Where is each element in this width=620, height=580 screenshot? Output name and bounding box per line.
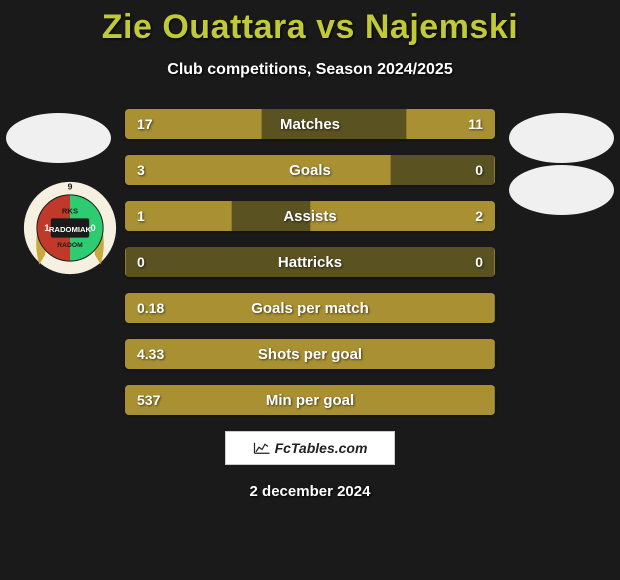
stat-label: Matches <box>125 109 495 139</box>
player-left-avatar <box>6 113 111 163</box>
stat-bar-row: 1711Matches <box>125 109 495 139</box>
page-subtitle: Club competitions, Season 2024/2025 <box>0 61 620 79</box>
stat-bar-row: 30Goals <box>125 155 495 185</box>
badge-year-left: 1 <box>44 223 50 234</box>
badge-number: 9 <box>68 182 73 192</box>
chart-icon <box>253 441 271 455</box>
stat-label: Goals <box>125 155 495 185</box>
stat-bars: 1711Matches 30Goals 12Assists 00Hattricks 0.… <box>125 109 495 415</box>
page-title: Zie Ouattara vs Najemski <box>0 0 620 47</box>
watermark: FcTables.com <box>225 431 395 465</box>
stat-label: Shots per goal <box>125 339 495 369</box>
badge-text-mid: RADOMIAK <box>49 225 92 234</box>
club-left-badge: RKS RADOMIAK RADOM 9 1 0 <box>22 180 118 276</box>
stat-label: Assists <box>125 201 495 231</box>
stat-label: Min per goal <box>125 385 495 415</box>
stat-label: Goals per match <box>125 293 495 323</box>
stat-label: Hattricks <box>125 247 495 277</box>
footer-date: 2 december 2024 <box>0 483 620 500</box>
stat-bar-row: 0.18Goals per match <box>125 293 495 323</box>
badge-text-bot: RADOM <box>57 242 83 249</box>
stat-bar-row: 00Hattricks <box>125 247 495 277</box>
stat-bar-row: 537Min per goal <box>125 385 495 415</box>
stat-bar-row: 4.33Shots per goal <box>125 339 495 369</box>
stat-bar-row: 12Assists <box>125 201 495 231</box>
badge-year-right: 0 <box>90 223 95 234</box>
watermark-text: FcTables.com <box>275 440 368 456</box>
club-right-badge-placeholder <box>509 165 614 215</box>
player-right-avatar <box>509 113 614 163</box>
badge-text-top: RKS <box>62 207 78 216</box>
